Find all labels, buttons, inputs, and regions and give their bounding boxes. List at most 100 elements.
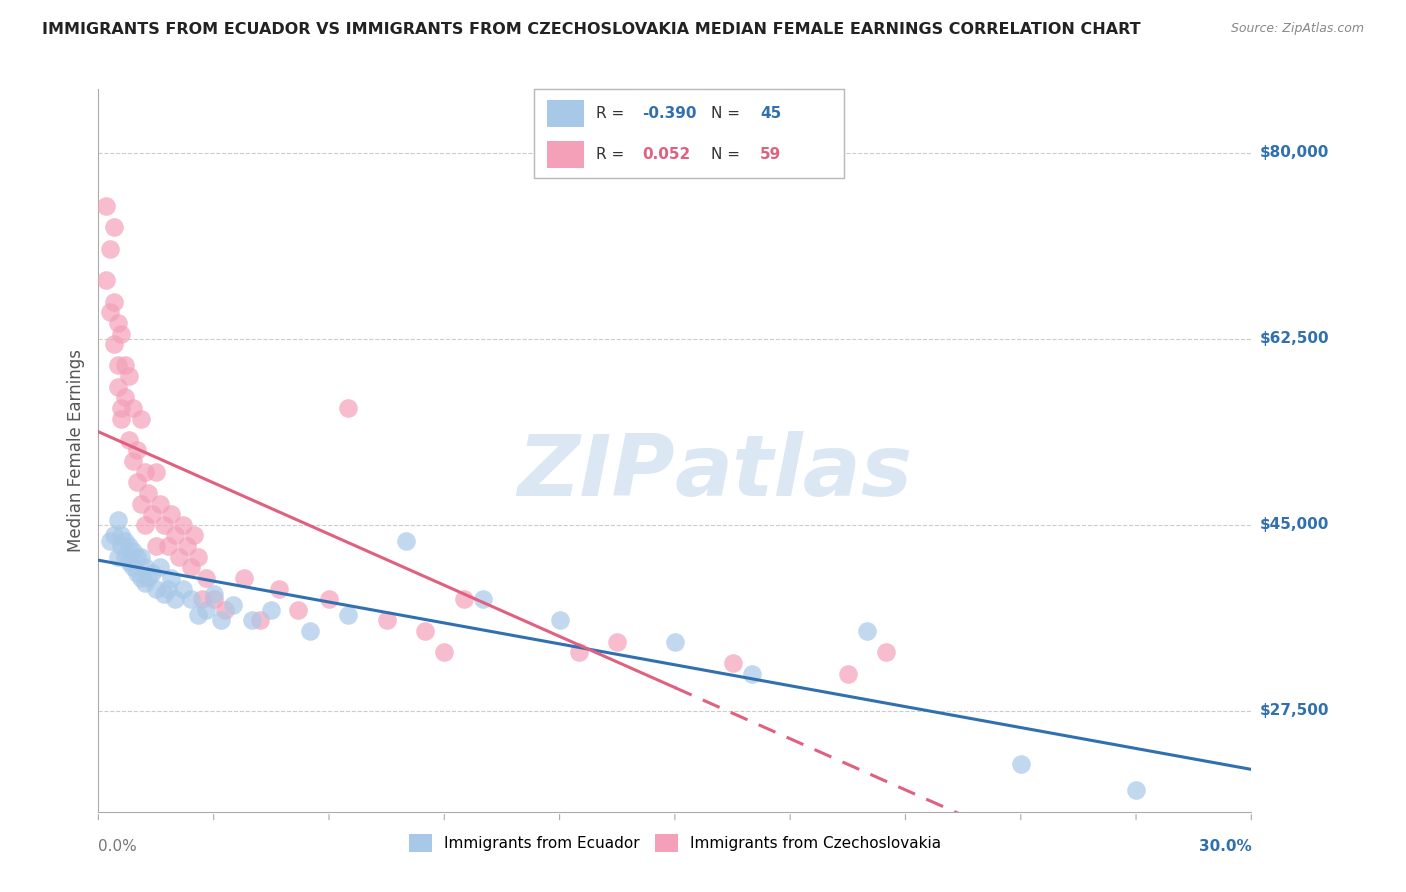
Point — [145, 582, 167, 596]
Text: -0.390: -0.390 — [643, 106, 697, 120]
Text: R =: R = — [596, 106, 630, 120]
Point — [98, 305, 121, 319]
Point — [156, 539, 179, 553]
Text: 0.052: 0.052 — [643, 147, 690, 161]
Text: $80,000: $80,000 — [1260, 145, 1329, 161]
Point — [129, 549, 152, 564]
Point — [110, 528, 132, 542]
Point — [129, 411, 152, 425]
Point — [875, 645, 897, 659]
Point — [160, 571, 183, 585]
Point — [141, 566, 163, 580]
Y-axis label: Median Female Earnings: Median Female Earnings — [66, 349, 84, 552]
Point — [249, 614, 271, 628]
Point — [395, 533, 418, 548]
Point — [118, 369, 141, 384]
Point — [103, 294, 125, 309]
Point — [129, 497, 152, 511]
Point — [433, 645, 456, 659]
Text: atlas: atlas — [675, 431, 912, 514]
Point — [107, 380, 129, 394]
Point — [134, 517, 156, 532]
Point — [741, 666, 763, 681]
Point — [240, 614, 263, 628]
Point — [118, 539, 141, 553]
Point — [413, 624, 436, 639]
Point — [267, 582, 290, 596]
Point — [107, 512, 129, 526]
Point — [152, 517, 174, 532]
Point — [134, 560, 156, 574]
Point — [214, 603, 236, 617]
Point — [103, 220, 125, 235]
Point — [141, 507, 163, 521]
Point — [856, 624, 879, 639]
Point — [287, 603, 309, 617]
Point — [103, 337, 125, 351]
Text: N =: N = — [710, 106, 744, 120]
Point — [110, 539, 132, 553]
Point — [149, 560, 172, 574]
Point — [122, 401, 145, 415]
Point — [165, 528, 187, 542]
Point — [606, 634, 628, 648]
Text: $27,500: $27,500 — [1260, 703, 1329, 718]
Point — [187, 608, 209, 623]
Point — [114, 533, 136, 548]
Legend: Immigrants from Ecuador, Immigrants from Czechoslovakia: Immigrants from Ecuador, Immigrants from… — [402, 828, 948, 858]
Point — [145, 539, 167, 553]
Text: $45,000: $45,000 — [1260, 517, 1329, 533]
Point — [160, 507, 183, 521]
Point — [94, 199, 117, 213]
Point — [138, 571, 160, 585]
Point — [548, 614, 571, 628]
Point — [118, 555, 141, 569]
Point — [122, 454, 145, 468]
Point — [180, 592, 202, 607]
Point — [98, 533, 121, 548]
Point — [233, 571, 256, 585]
Point — [318, 592, 340, 607]
Point — [110, 411, 132, 425]
Text: $62,500: $62,500 — [1260, 332, 1329, 346]
Point — [110, 326, 132, 341]
Point — [176, 539, 198, 553]
Point — [138, 486, 160, 500]
Point — [375, 614, 398, 628]
Point — [453, 592, 475, 607]
Point — [298, 624, 321, 639]
Point — [183, 528, 205, 542]
Point — [195, 571, 218, 585]
Point — [187, 549, 209, 564]
Text: Source: ZipAtlas.com: Source: ZipAtlas.com — [1230, 22, 1364, 36]
Point — [149, 497, 172, 511]
Point — [129, 571, 152, 585]
Point — [664, 634, 686, 648]
Point — [165, 592, 187, 607]
Point — [209, 614, 232, 628]
Text: 30.0%: 30.0% — [1198, 839, 1251, 855]
Point — [152, 587, 174, 601]
Point — [134, 576, 156, 591]
Text: N =: N = — [710, 147, 744, 161]
Point — [1125, 783, 1147, 797]
Text: 45: 45 — [761, 106, 782, 120]
Point — [114, 359, 136, 373]
Point — [568, 645, 591, 659]
Point — [114, 549, 136, 564]
Point — [122, 544, 145, 558]
FancyBboxPatch shape — [547, 141, 583, 168]
Point — [145, 465, 167, 479]
Point — [103, 528, 125, 542]
Text: 0.0%: 0.0% — [98, 839, 138, 855]
Text: 59: 59 — [761, 147, 782, 161]
Text: ZIP: ZIP — [517, 431, 675, 514]
Point — [110, 401, 132, 415]
Point — [125, 443, 148, 458]
Point — [167, 549, 190, 564]
Point — [125, 566, 148, 580]
Point — [94, 273, 117, 287]
Point — [337, 608, 360, 623]
Point — [195, 603, 218, 617]
Text: R =: R = — [596, 147, 634, 161]
